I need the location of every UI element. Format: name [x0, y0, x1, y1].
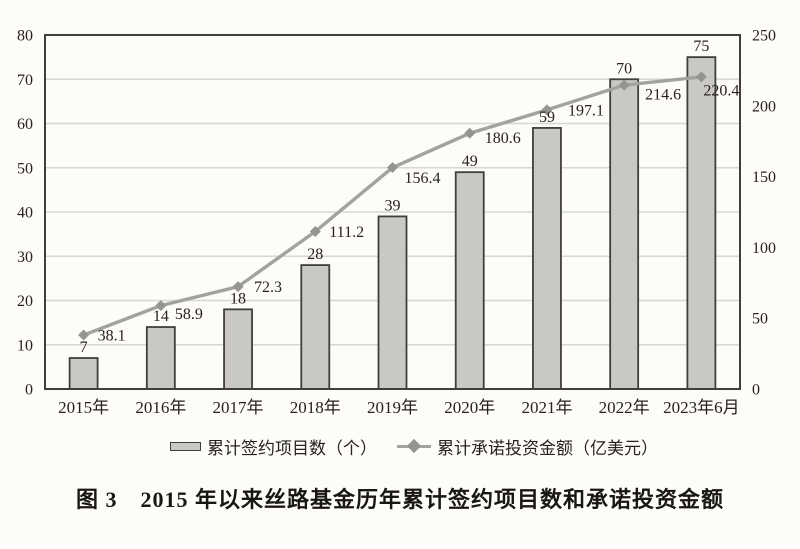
bar-value-label: 14 — [153, 308, 169, 325]
bar — [300, 264, 331, 390]
bar — [609, 78, 640, 390]
bar-value-label: 70 — [616, 60, 632, 77]
figure-caption: 图 3 2015 年以来丝路基金历年累计签约项目数和承诺投资金额 — [75, 487, 724, 512]
bar — [68, 357, 99, 390]
y-axis-left-tick-label: 0 — [25, 382, 33, 399]
y-axis-left-tick-label: 40 — [17, 205, 33, 222]
bar — [532, 127, 562, 390]
x-axis-category-label: 2020年 — [444, 398, 495, 417]
combo-chart-canvas: 7 14 18 28 39 49 59 70 75 38.1 58.9 72.3 111.2 156.4 1… — [17, 28, 776, 418]
line-point-marker — [541, 104, 553, 116]
line-value-label: 38.1 — [98, 328, 126, 345]
legend-bar-label: 累计签约项目数（个） — [207, 438, 377, 458]
line-value-label: 72.3 — [254, 279, 282, 296]
legend-line-label: 累计承诺投资金额（亿美元） — [437, 438, 658, 458]
bar — [145, 326, 176, 390]
line-point-marker — [232, 281, 244, 293]
y-axis-left-tick-label: 60 — [17, 116, 33, 133]
bar-value-label: 75 — [693, 38, 709, 55]
line-value-label: 180.6 — [485, 130, 521, 147]
bar — [454, 171, 485, 390]
bar — [223, 308, 253, 390]
y-axis-left-tick-label: 20 — [17, 293, 33, 310]
y-axis-right-tick-label: 100 — [752, 240, 776, 257]
line-point-marker — [695, 71, 707, 83]
y-axis-right-tick-label: 200 — [752, 98, 776, 115]
y-axis-left-tick-label: 30 — [17, 249, 33, 266]
line-value-label: 220.4 — [703, 82, 739, 99]
line-value-label: 197.1 — [568, 102, 604, 119]
line-point-marker — [78, 329, 90, 341]
bar-value-label: 49 — [462, 153, 478, 170]
x-axis-category-label: 2017年 — [213, 398, 264, 417]
line-point-marker — [155, 300, 167, 312]
x-axis-category-label: 2018年 — [290, 398, 341, 417]
plot-frame — [44, 34, 741, 390]
line-value-label: 58.9 — [175, 306, 203, 323]
bar-value-label: 59 — [539, 109, 555, 126]
y-axis-right-tick-label: 250 — [752, 28, 776, 45]
chart-legend: 累计签约项目数（个） 累计承诺投资金额（亿美元） — [14, 433, 800, 459]
x-axis-category-label: 2023年6月 — [663, 398, 740, 417]
line-value-label: 214.6 — [645, 87, 681, 104]
x-axis-category-label: 2015年 — [58, 398, 109, 417]
line-point-marker — [618, 79, 630, 91]
bar-value-label: 39 — [385, 197, 401, 214]
y-axis-right-tick-label: 150 — [752, 169, 776, 186]
bar — [686, 56, 717, 390]
legend-item-line: 累计承诺投资金额（亿美元） — [397, 434, 658, 459]
x-axis-category-label: 2021年 — [521, 398, 572, 417]
x-axis-category-label: 2022年 — [599, 398, 650, 417]
x-axis-category-label: 2019年 — [367, 398, 418, 417]
y-axis-right-tick-label: 50 — [752, 311, 768, 328]
line-point-marker — [387, 162, 398, 174]
y-axis-left-tick-label: 70 — [17, 72, 33, 89]
y-axis-left-tick-label: 80 — [17, 28, 33, 45]
x-axis-category-label: 2016年 — [135, 398, 186, 417]
y-axis-left-tick-label: 10 — [17, 337, 33, 354]
line-point-marker — [464, 127, 476, 139]
line-point-marker — [309, 226, 321, 238]
bar — [377, 215, 408, 390]
bar-value-label: 7 — [80, 339, 88, 356]
line-diamond-swatch-icon — [397, 438, 431, 454]
bar-value-label: 18 — [230, 290, 246, 307]
y-axis-right-tick-label: 0 — [752, 382, 760, 399]
y-axis-left-tick-label: 50 — [17, 160, 33, 177]
line-value-label: 156.4 — [405, 170, 441, 187]
bar-swatch-icon — [170, 441, 201, 451]
bar-value-label: 28 — [307, 246, 323, 263]
line-value-label: 111.2 — [329, 224, 364, 241]
legend-item-bars: 累计签约项目数（个） — [170, 434, 377, 459]
